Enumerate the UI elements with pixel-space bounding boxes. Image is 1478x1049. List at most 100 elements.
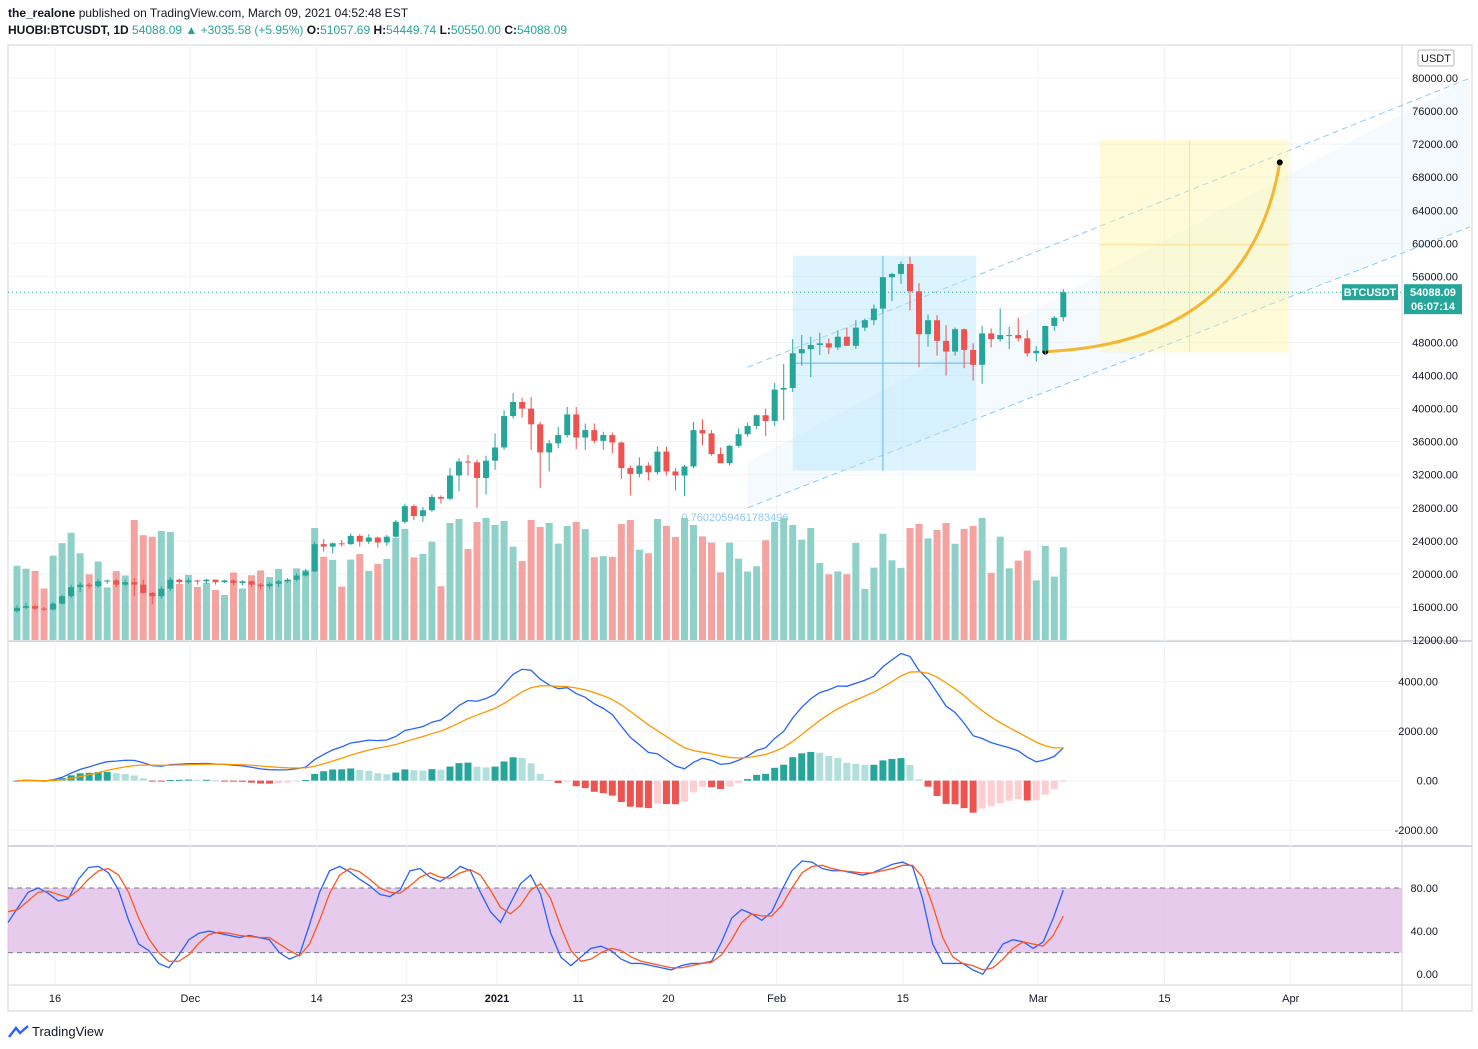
macd-histogram-bar [157,780,165,782]
macd-histogram-bar [121,773,129,781]
macd-histogram-bar [572,780,580,787]
volume-bar [103,587,111,640]
candle-body [852,327,859,346]
candle-body [50,603,57,610]
macd-histogram-bar [112,773,120,781]
candle-body [131,582,138,585]
volume-bar [581,529,589,640]
last-price-badge: BTCUSDT 54088.09 06:07:14 [1342,284,1462,315]
macd-histogram-bar [545,779,553,781]
publisher-name[interactable]: the_realone [8,6,76,20]
up-arrow-icon: ▲ [185,23,198,37]
candle-body [428,497,435,511]
tradingview-logo-icon[interactable] [8,1025,29,1038]
volume-bar [49,555,57,640]
volume-bar [626,520,634,640]
macd-histogram-bar [302,779,310,781]
stoch-tick-label: 0.00 [1417,969,1438,981]
footer-brand[interactable]: TradingView [32,1023,104,1039]
candle-body [167,579,174,589]
volume-bar [446,523,454,640]
candle-body [672,471,679,476]
macd-histogram-bar [861,764,869,781]
volume-bar [807,528,815,640]
time-tick-label: 2021 [485,993,509,1005]
candle-body [1006,335,1013,337]
macd-histogram-bar [329,769,337,781]
macd-histogram-bar [635,780,643,808]
macd-histogram-bar [85,772,93,781]
macd-histogram-bar [987,780,995,807]
macd-line [16,652,1064,782]
candle-body [573,414,580,438]
macd-histogram-bar [500,761,508,781]
candle-body [1033,350,1040,354]
candle-body [437,497,444,499]
candle-body [221,580,228,583]
currency-badge: USDT [1417,49,1455,67]
candle-body [979,333,986,365]
volume-bar [518,561,526,640]
candle-body [961,329,968,350]
volume-bar [563,526,571,640]
volume-bar [933,530,941,640]
volume-bar [491,525,499,640]
time-tick-label: Dec [181,993,201,1005]
volume-bar [193,586,201,640]
volume-bar [257,570,265,640]
target-arrow [1045,162,1282,354]
volume-bar [356,554,364,640]
candle-body [681,466,688,476]
price-tick-label: 44000.00 [1412,371,1458,383]
macd-histogram-bar [184,779,192,781]
macd-histogram-bar [960,780,968,809]
candle-body [510,402,517,417]
candle-body [185,580,192,583]
volume-bar [392,537,400,640]
macd-histogram-bar [825,756,833,781]
candle-body [609,435,616,443]
price-tick-label: 48000.00 [1412,338,1458,350]
volume-bar [690,525,697,640]
price-badge-box [1404,284,1462,315]
volume-bar [202,582,210,640]
macd-histogram-bar [699,780,707,787]
macd-histogram-bar [762,773,770,781]
macd-histogram-bar [924,780,932,787]
macd-histogram-bar [1014,780,1022,800]
macd-histogram-bar [644,780,652,809]
close-label: C: [504,23,517,37]
volume-bar [266,577,274,640]
candle-body [771,389,778,422]
macd-tick-label: -2000.00 [1395,825,1438,837]
price-tick-label: 12000.00 [1412,635,1458,647]
volume-bar [816,563,824,640]
volume-bar [753,566,761,640]
macd-histogram-bar [852,763,860,781]
candle-body [329,543,336,547]
high-value: 54449.74 [386,23,437,37]
candle-body [591,430,598,441]
macd-histogram-bar [284,780,292,783]
macd-histogram-bar [193,779,201,781]
volume-bar [1041,545,1049,640]
price-tick-label: 28000.00 [1412,503,1458,515]
candle-body [654,451,661,473]
candle-body [627,468,634,474]
volume-bar [744,571,752,640]
close-value: 54088.09 [516,23,568,37]
volume-bar [644,553,652,640]
stoch-band [8,887,1402,953]
macd-histogram-bar [942,780,950,804]
macd-histogram-bar [446,766,454,781]
volume-bar [509,546,517,640]
symbol-label[interactable]: HUOBI:BTCUSDT, 1D [8,23,129,37]
macd-histogram-bar [509,757,517,781]
macd-histogram-bar [798,753,806,781]
macd-histogram-bar [139,778,147,781]
candle-body [744,425,751,435]
macd-histogram-bar [419,770,427,781]
macd-histogram-bar [771,767,779,781]
candle-body [546,443,553,453]
